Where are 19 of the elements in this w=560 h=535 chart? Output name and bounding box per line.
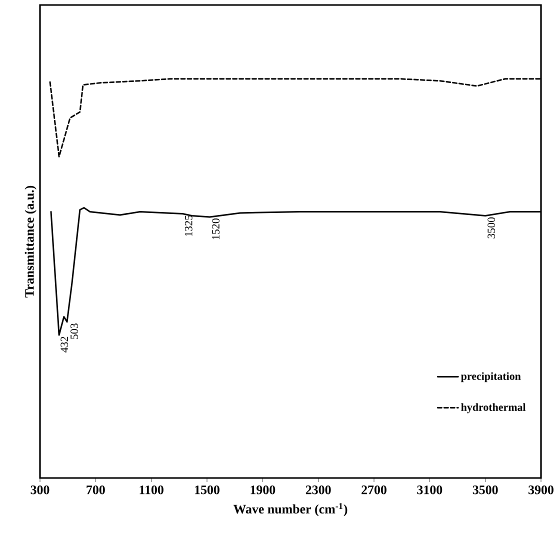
x-tick-label: 3900 (528, 486, 554, 494)
x-tick-label: 1900 (250, 486, 276, 494)
x-tick-label: 1100 (140, 486, 164, 494)
legend-label: hydrothermal (461, 403, 526, 414)
annotation: 3500 (488, 217, 496, 238)
x-tick-label: 1500 (195, 486, 220, 494)
annotation: 432 (60, 336, 68, 353)
y-axis-title: Transmittance (a.u.) (24, 186, 36, 298)
x-tick-label: 700 (86, 486, 105, 494)
x-tick-label: 2300 (306, 486, 331, 494)
x-tick-label: 3500 (472, 486, 498, 494)
x-axis-title: Wave number (cm$^{-1}$) (233, 503, 348, 516)
annotation: 503 (70, 324, 78, 339)
x-tick-label: 2700 (362, 486, 386, 494)
x-tick-label: 3100 (417, 486, 442, 494)
x-tick-label: 300 (30, 486, 50, 494)
legend-label: precipitation (461, 372, 521, 382)
annotation: 1325 (184, 215, 192, 236)
annotation: 1520 (212, 218, 220, 240)
